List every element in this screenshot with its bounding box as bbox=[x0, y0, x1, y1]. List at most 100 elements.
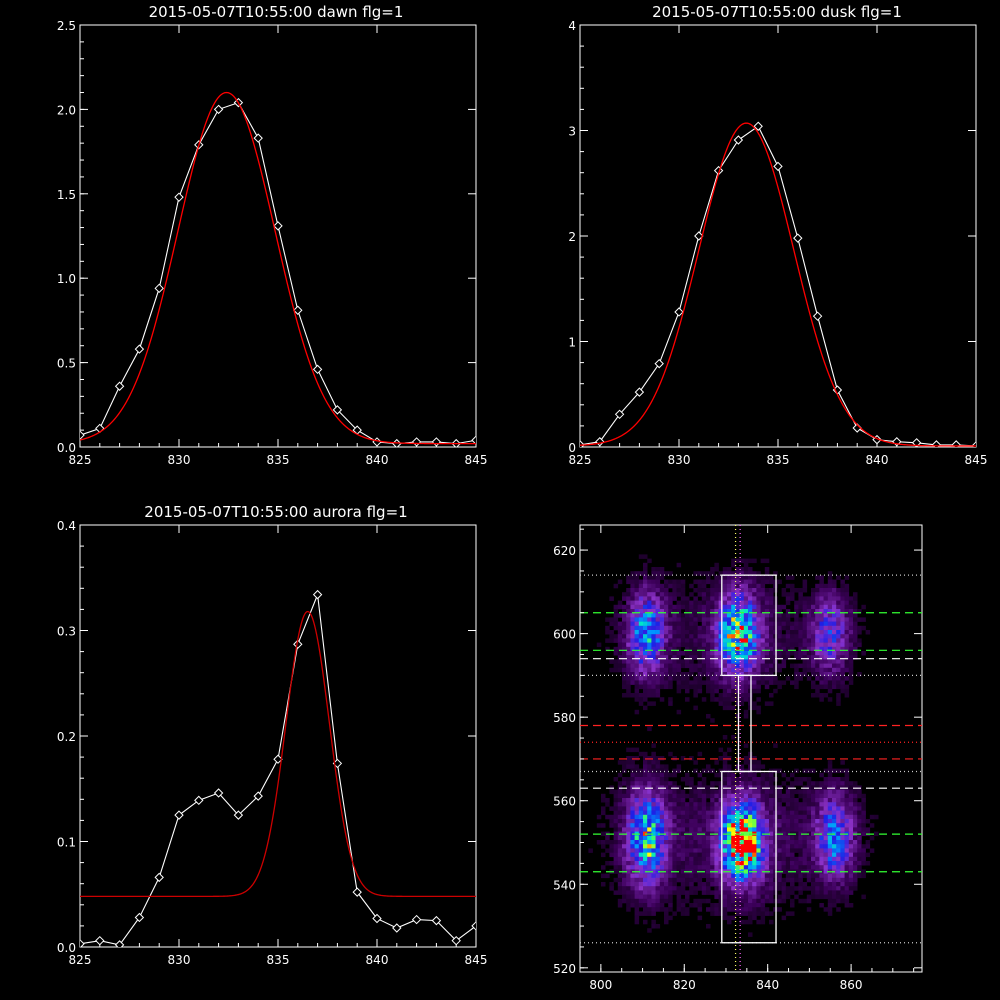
heatmap-cell bbox=[689, 672, 694, 677]
heatmap-cell bbox=[689, 861, 694, 866]
heatmap-cell bbox=[613, 789, 619, 795]
heatmap-cell bbox=[706, 575, 711, 580]
heatmap-cell bbox=[617, 890, 623, 895]
heatmap-cell bbox=[806, 646, 812, 652]
heatmap-cell bbox=[697, 789, 703, 795]
heatmap-cell bbox=[823, 882, 829, 887]
heatmap-cell bbox=[811, 617, 816, 622]
heatmap-cell bbox=[651, 659, 656, 664]
heatmap-cell bbox=[697, 672, 703, 677]
heatmap-cell bbox=[714, 621, 719, 627]
heatmap-cell bbox=[781, 592, 787, 597]
heatmap-cell bbox=[722, 823, 728, 828]
heatmap-cell bbox=[693, 617, 698, 622]
heatmap-cell bbox=[626, 877, 631, 883]
heatmap-cell bbox=[706, 688, 711, 694]
heatmap-cell bbox=[777, 810, 782, 816]
heatmap-cell bbox=[785, 575, 791, 580]
heatmap-cell bbox=[731, 886, 736, 891]
heatmap-cell bbox=[848, 642, 854, 648]
heatmap-cell bbox=[739, 571, 745, 576]
heatmap-cell bbox=[676, 688, 682, 694]
heatmap-cell bbox=[743, 823, 749, 828]
heatmap-cell bbox=[710, 848, 715, 853]
heatmap-cell bbox=[718, 844, 724, 849]
heatmap-cell bbox=[857, 827, 862, 832]
heatmap-cell bbox=[735, 789, 740, 795]
heatmap-cell bbox=[634, 890, 640, 895]
heatmap-cell bbox=[798, 840, 803, 845]
data-point-diamond bbox=[293, 639, 303, 649]
heatmap-cell bbox=[832, 659, 837, 664]
heatmap-cell bbox=[643, 781, 648, 786]
heatmap-cell bbox=[664, 819, 669, 824]
heatmap-cell bbox=[643, 609, 648, 614]
heatmap-cell bbox=[857, 814, 862, 820]
heatmap-cell bbox=[790, 798, 795, 803]
heatmap-cell bbox=[752, 911, 757, 916]
heatmap-cell bbox=[869, 835, 875, 841]
heatmap-cell bbox=[693, 861, 698, 866]
heatmap-cell bbox=[664, 806, 669, 811]
heatmap-cell bbox=[643, 621, 648, 627]
heatmap-cell bbox=[672, 651, 677, 656]
heatmap-cell bbox=[693, 663, 698, 669]
heatmap-cell bbox=[777, 630, 782, 635]
heatmap-cell bbox=[781, 882, 787, 887]
heatmap-cell bbox=[840, 688, 845, 694]
heatmap-cell bbox=[622, 617, 627, 622]
heatmap-cell bbox=[634, 827, 640, 832]
heatmap-cell bbox=[811, 621, 816, 627]
heatmap-cell bbox=[643, 575, 648, 580]
heatmap-cell bbox=[840, 600, 845, 606]
heatmap-cell bbox=[802, 625, 808, 631]
data-point-diamond bbox=[931, 440, 942, 447]
heatmap-cell bbox=[811, 768, 816, 774]
heatmap-cell bbox=[844, 588, 850, 593]
heatmap-cell bbox=[819, 642, 824, 648]
heatmap-cell bbox=[794, 651, 799, 656]
heatmap-cell bbox=[848, 667, 854, 673]
data-point-diamond bbox=[273, 754, 283, 764]
heatmap-cell bbox=[672, 609, 677, 614]
heatmap-cell bbox=[685, 697, 690, 702]
heatmap-cell bbox=[752, 672, 757, 677]
heatmap-cell bbox=[815, 625, 820, 631]
heatmap-cell bbox=[634, 663, 640, 669]
heatmap-cell bbox=[701, 844, 707, 849]
heatmap-cell bbox=[655, 907, 661, 912]
heatmap-cell bbox=[706, 609, 711, 614]
heatmap-cell bbox=[748, 701, 753, 706]
heatmap-cell bbox=[685, 613, 690, 618]
heatmap-cell bbox=[827, 680, 833, 685]
heatmap-cell bbox=[626, 621, 631, 627]
heatmap-cell bbox=[739, 646, 745, 652]
heatmap-cell bbox=[634, 688, 640, 694]
heatmap-cell bbox=[672, 873, 677, 879]
heatmap-cell bbox=[647, 802, 652, 807]
heatmap-cell bbox=[756, 840, 761, 845]
heatmap-cell bbox=[609, 848, 614, 853]
heatmap-cell bbox=[848, 600, 854, 606]
heatmap-cell bbox=[680, 651, 686, 656]
heatmap-cell bbox=[722, 579, 728, 585]
heatmap-cell bbox=[706, 823, 711, 828]
heatmap-cell bbox=[731, 663, 736, 669]
heatmap-cell bbox=[764, 844, 770, 849]
heatmap-cell bbox=[769, 835, 774, 841]
heatmap-cell bbox=[819, 617, 824, 622]
heatmap-cell bbox=[819, 890, 824, 895]
heatmap-cell bbox=[727, 680, 732, 685]
heatmap-cell bbox=[827, 772, 833, 778]
heatmap-cell bbox=[823, 596, 829, 601]
heatmap-cell bbox=[647, 617, 652, 622]
heatmap-cell bbox=[840, 609, 845, 614]
heatmap-cell bbox=[735, 844, 740, 849]
heatmap-cell bbox=[794, 819, 799, 824]
heatmap-cell bbox=[844, 592, 850, 597]
heatmap-cell bbox=[701, 898, 707, 904]
heatmap-cell bbox=[802, 642, 808, 648]
heatmap-cell bbox=[760, 777, 766, 782]
heatmap-cell bbox=[840, 819, 845, 824]
heatmap-cell bbox=[798, 617, 803, 622]
